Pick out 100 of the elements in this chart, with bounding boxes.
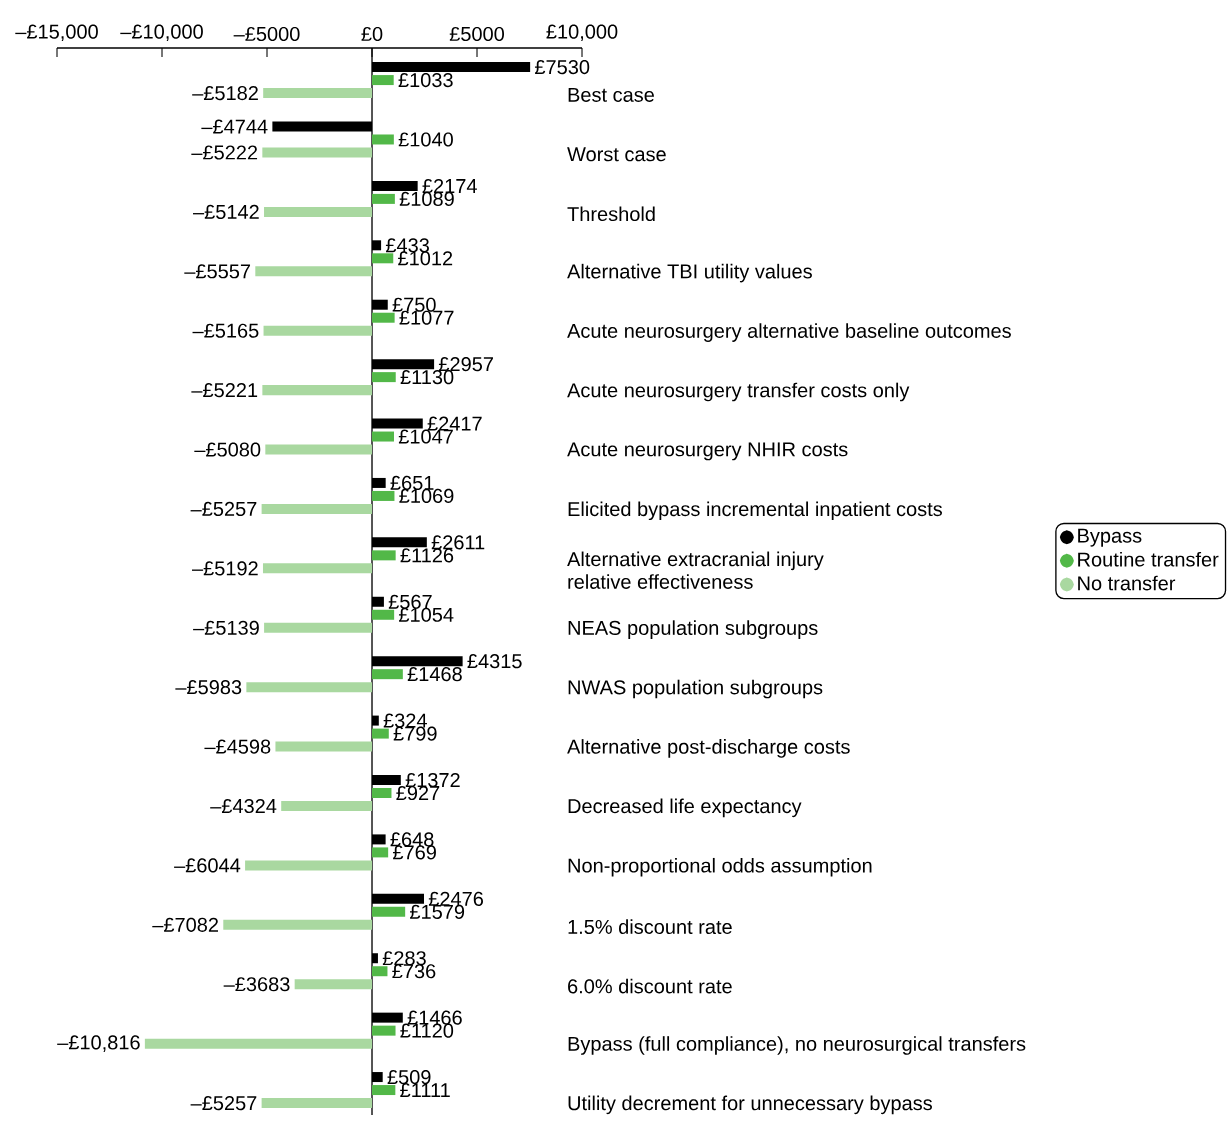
bar <box>372 669 403 680</box>
data-label: £1033 <box>398 72 453 88</box>
bar <box>372 966 388 977</box>
data-label: £1120 <box>400 1023 454 1038</box>
data-label: £2174 <box>422 178 477 193</box>
bar <box>263 88 373 99</box>
bar <box>372 728 389 739</box>
data-label: –£3683 <box>223 977 290 992</box>
x-tick-label: £10,000 <box>546 24 618 42</box>
data-label: £648 <box>390 832 434 847</box>
bar <box>372 75 394 86</box>
data-label: £1579 <box>410 904 465 919</box>
data-label: –£6044 <box>174 858 241 873</box>
data-label: £1466 <box>407 1010 462 1025</box>
data-label: –£4324 <box>210 798 277 814</box>
y-tick-label: 1.5% discount rate <box>568 919 732 934</box>
bar <box>372 193 395 204</box>
data-label: –£5142 <box>193 204 259 219</box>
y-tick-label: NEAS population subgroups <box>568 620 818 639</box>
data-label: £509 <box>387 1069 431 1085</box>
bar <box>372 609 395 620</box>
y-tick-label: Elicited bypass incremental inpatient costs <box>568 501 942 521</box>
data-label: –£5182 <box>192 85 258 101</box>
bar <box>372 431 394 442</box>
y-tick-label: 6.0% discount rate <box>568 978 732 994</box>
data-label: –£4598 <box>204 739 271 754</box>
bar <box>261 503 373 514</box>
data-label: £1047 <box>398 429 453 444</box>
data-label: –£7082 <box>152 917 218 932</box>
y-tick-label: NWAS population subgroups <box>568 679 823 699</box>
bar <box>264 206 373 217</box>
data-label: –£5139 <box>193 620 259 635</box>
data-label: –£5080 <box>194 442 261 457</box>
data-label: –£5222 <box>191 145 258 160</box>
data-label: £1126 <box>400 548 454 563</box>
data-label: £1077 <box>399 310 454 325</box>
bar <box>372 312 395 323</box>
data-label: –£5557 <box>184 264 251 279</box>
data-label: £7530 <box>534 59 590 75</box>
y-tick-label: Best case <box>568 87 654 102</box>
y-tick-label: Alternative TBI utility values <box>567 263 812 283</box>
bar <box>255 266 373 277</box>
bar <box>372 1025 396 1036</box>
data-label: £2476 <box>428 891 483 906</box>
data-label: –£5257 <box>190 1095 257 1111</box>
y-tick-label: Utility decrement for unnecessary bypass <box>568 1095 932 1115</box>
x-tick-label: –£5000 <box>233 26 300 42</box>
data-label: £567 <box>388 594 432 609</box>
bar <box>223 919 373 930</box>
data-label: £1069 <box>399 488 454 504</box>
bar <box>246 682 373 693</box>
x-tick-label: –£10,000 <box>120 24 203 42</box>
data-label: £1012 <box>398 251 453 266</box>
bar <box>372 847 389 858</box>
y-tick-label: Decreased life expectancy <box>568 798 802 818</box>
data-label: –£5165 <box>192 323 259 338</box>
data-label: £324 <box>383 713 427 728</box>
data-label: £927 <box>396 785 440 801</box>
bar <box>372 906 406 917</box>
data-label: £1468 <box>407 667 462 682</box>
data-label: £769 <box>392 845 436 860</box>
y-tick-label: Acute neurosurgery alternative baseline outcomes <box>567 323 1011 342</box>
bar <box>262 385 373 396</box>
y-tick-label: Threshold <box>567 206 655 222</box>
data-label: £1372 <box>405 772 460 788</box>
data-label: –£10,816 <box>57 1035 140 1052</box>
data-label: £799 <box>393 726 437 741</box>
bar <box>275 741 373 752</box>
bar <box>372 788 392 798</box>
data-label: –£5192 <box>191 561 258 576</box>
bar <box>264 622 373 633</box>
bar <box>262 147 373 158</box>
bar <box>281 801 373 811</box>
bar <box>245 860 373 871</box>
data-label: £433 <box>385 238 429 253</box>
bar <box>372 490 395 501</box>
bar <box>372 253 394 264</box>
bar <box>294 979 373 990</box>
data-label: £1054 <box>398 607 454 622</box>
data-label: £736 <box>392 964 436 979</box>
y-tick-label: Acute neurosurgery NHIR costs <box>567 442 848 461</box>
bar <box>372 372 396 383</box>
y-tick-label: Non-proportional odds assumption <box>568 857 872 877</box>
bar <box>261 1098 373 1109</box>
data-label: £4315 <box>467 654 522 669</box>
data-label: –£4744 <box>201 119 268 134</box>
bar <box>372 550 396 561</box>
legend-label: Bypass <box>1078 528 1142 547</box>
x-tick-label: £5000 <box>449 26 505 42</box>
bar <box>372 1085 396 1096</box>
data-label: –£5983 <box>175 680 242 695</box>
bar <box>262 563 373 574</box>
y-tick-label: Alternative post-discharge costs <box>567 739 850 758</box>
legend-label: No transfer <box>1078 575 1176 591</box>
bar <box>372 134 394 145</box>
data-label: £750 <box>392 297 436 312</box>
data-label: £283 <box>382 951 426 966</box>
data-label: £2611 <box>431 535 485 550</box>
x-tick-label: –£15,000 <box>15 24 98 42</box>
data-label: £1130 <box>400 370 454 385</box>
